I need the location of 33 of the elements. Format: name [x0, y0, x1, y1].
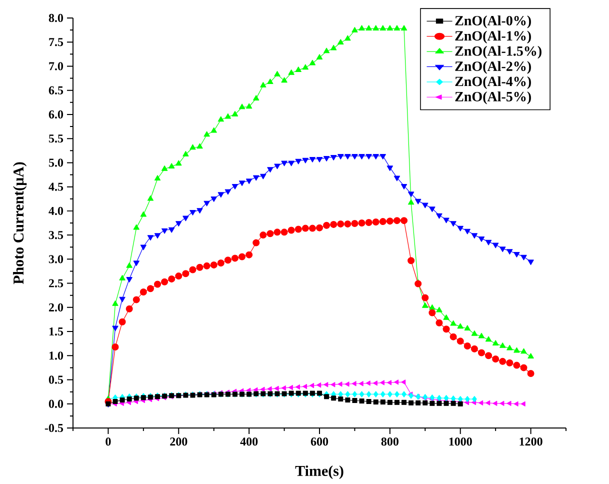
y-tick-label: 6.5 — [48, 86, 64, 94]
y-axis-title: Photo Current(μA) — [13, 162, 27, 284]
legend-label: ZnO(Al-0%) — [455, 16, 531, 28]
y-tick-label: 3.5 — [48, 230, 64, 240]
y-tick-label: 0.5 — [48, 376, 64, 384]
x-tick-label: 1000 — [449, 438, 472, 446]
legend-label: ZnO(Al-5%) — [455, 92, 531, 104]
y-tick-label: 7.0 — [49, 62, 64, 70]
y-tick-label: 7.5 — [49, 38, 64, 46]
y-tick-label: 0.0 — [48, 400, 64, 408]
y-tick-label: 5.0 — [48, 158, 64, 167]
y-tick-label: 6.0 — [48, 110, 64, 119]
y-tick-label: 1.0 — [49, 352, 64, 360]
y-tick-label: 4.0 — [48, 206, 64, 216]
y-tick-label: 4.5 — [48, 182, 64, 191]
x-tick-label: 800 — [381, 438, 398, 446]
y-tick-label: 5.5 — [48, 134, 64, 143]
x-tick-label: 1200 — [520, 438, 542, 446]
x-tick-label: 0 — [106, 438, 111, 446]
x-axis-title: Time(s) — [295, 465, 344, 480]
y-tick-label: 1.5 — [49, 327, 64, 336]
x-tick-label: 600 — [310, 438, 328, 446]
y-tick-label: 3.0 — [48, 255, 64, 264]
x-tick-label: 200 — [170, 438, 188, 446]
legend-label: ZnO(Al-4%) — [455, 76, 531, 90]
y-tick-label: 8.0 — [48, 14, 64, 22]
y-tick-label: 2.0 — [48, 303, 64, 312]
legend-label: ZnO(Al-2%) — [455, 61, 531, 74]
x-tick-label: 400 — [240, 438, 258, 446]
y-tick-label: 2.5 — [48, 279, 64, 288]
y-tick-label: -0.5 — [44, 424, 64, 432]
legend-label: ZnO(Al-1.5%) — [455, 46, 542, 59]
legend-label: ZnO(Al-1%) — [455, 30, 531, 44]
